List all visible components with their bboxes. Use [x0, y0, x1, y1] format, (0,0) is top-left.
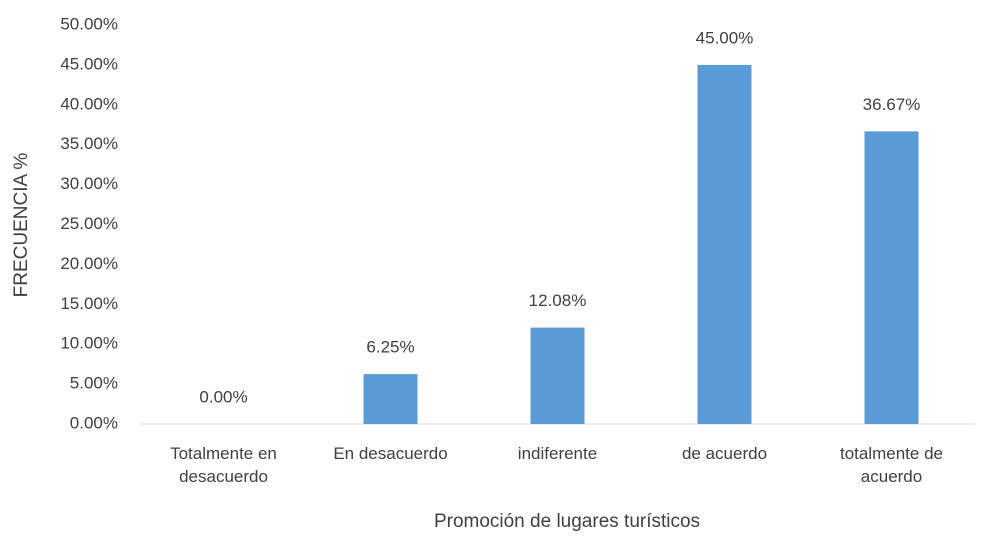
y-tick-label: 30.00%: [60, 174, 118, 193]
y-tick-label: 35.00%: [60, 134, 118, 153]
y-tick-label: 10.00%: [60, 334, 118, 353]
y-tick-label: 25.00%: [60, 214, 118, 233]
y-axis-title: FRECUENCIA %: [11, 153, 32, 298]
y-tick-label: 0.00%: [70, 413, 118, 432]
x-tick-label: En desacuerdo: [333, 444, 448, 463]
data-label: 0.00%: [199, 387, 247, 406]
bar: [697, 64, 752, 425]
x-tick-label: indiferente: [517, 444, 598, 463]
bar: [530, 327, 585, 424]
y-tick-label: 40.00%: [60, 94, 118, 113]
x-tick-label: totalmente de acuerdo: [839, 444, 943, 486]
x-tick-label: Totalmente en desacuerdo: [170, 444, 277, 486]
data-label: 45.00%: [696, 28, 754, 47]
y-tick-label: 5.00%: [70, 374, 118, 393]
y-tick-label: 20.00%: [60, 254, 118, 273]
y-tick-label: 15.00%: [60, 294, 118, 313]
bar: [363, 374, 418, 424]
data-label: 6.25%: [366, 338, 414, 357]
bar: [864, 131, 919, 424]
data-label: 12.08%: [529, 291, 587, 310]
x-tick-label: de acuerdo: [681, 444, 768, 463]
y-tick-label: 45.00%: [60, 54, 118, 73]
x-axis-title: Promoción de lugares turísticos: [434, 511, 700, 532]
data-label: 36.67%: [863, 95, 921, 114]
y-tick-label: 50.00%: [60, 14, 118, 33]
